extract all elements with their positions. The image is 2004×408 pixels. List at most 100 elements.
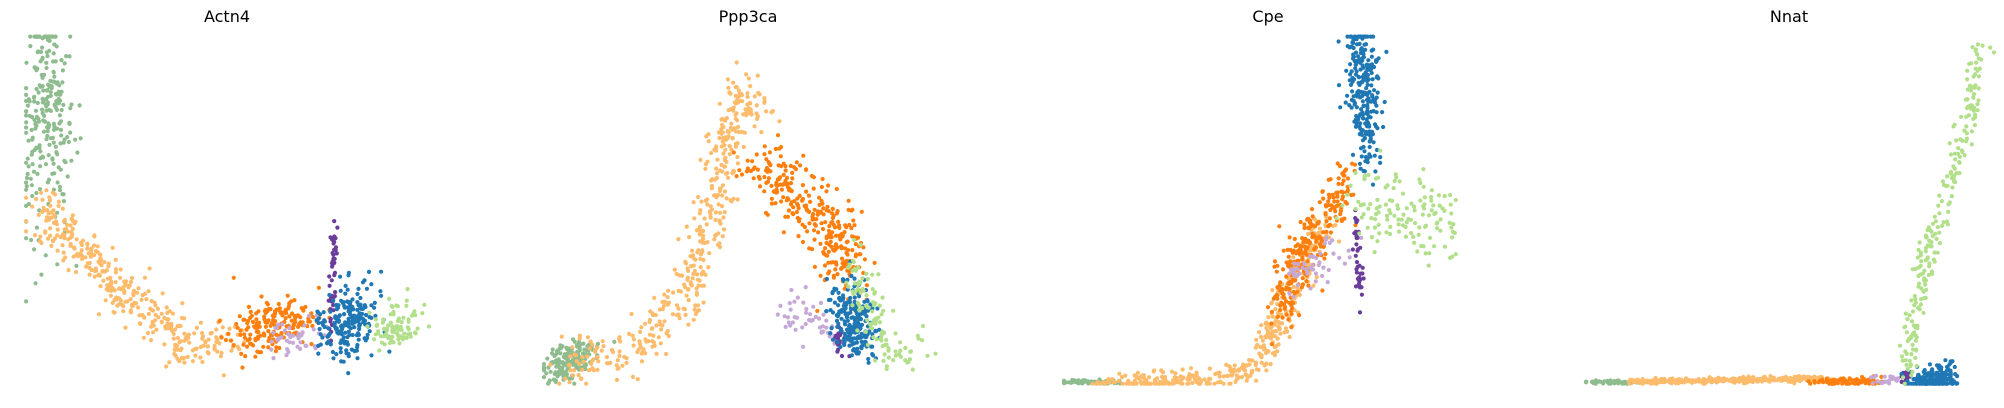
point-ppp3ca-orange: [820, 201, 825, 206]
point-actn4-blue: [318, 332, 323, 337]
point-ppp3ca-orange: [779, 144, 784, 150]
point-nnat-lightgreen: [1974, 60, 1979, 65]
point-cpe-lightorange: [1110, 377, 1115, 382]
point-ppp3ca-lightorange: [566, 362, 571, 368]
point-nnat-lightgreen: [1949, 194, 1954, 199]
point-ppp3ca-lightgreen: [893, 349, 898, 354]
point-ppp3ca-orange: [804, 207, 809, 212]
point-cpe-lightgreen: [1403, 234, 1409, 239]
point-actn4-lightorange: [140, 293, 145, 298]
point-actn4-lightorange: [98, 284, 103, 289]
point-ppp3ca-lightorange: [705, 202, 710, 207]
point-actn4-blue: [356, 286, 361, 291]
point-cpe-lightgreen: [1418, 180, 1423, 186]
point-cpe-lightorange: [1306, 231, 1311, 237]
point-actn4-orange: [240, 365, 245, 370]
point-ppp3ca-lightorange: [696, 194, 701, 200]
point-cpe-lightgreen: [1376, 222, 1381, 227]
point-ppp3ca-lightorange: [686, 287, 691, 292]
point-cpe-lightgreen: [1375, 197, 1380, 202]
point-nnat-blue: [1932, 377, 1937, 382]
point-actn4-green: [30, 193, 35, 199]
point-actn4-lightorange: [128, 297, 133, 302]
point-cpe-blue: [1353, 50, 1359, 55]
point-ppp3ca-lightgreen: [919, 338, 925, 343]
point-nnat-blue: [1930, 369, 1935, 374]
point-ppp3ca-blue: [850, 342, 855, 347]
point-ppp3ca-lightorange: [759, 130, 764, 135]
point-nnat-lightorange: [1698, 378, 1704, 384]
point-nnat-lightgreen: [1901, 375, 1906, 380]
point-actn4-blue: [346, 319, 351, 324]
point-cpe-lightgreen: [1450, 235, 1455, 240]
point-actn4-orange: [287, 314, 292, 319]
point-cpe-lightgreen: [1353, 170, 1358, 175]
point-cpe-lightorange: [1213, 371, 1218, 377]
point-actn4-lightorange: [112, 310, 117, 315]
point-ppp3ca-green: [558, 343, 563, 348]
point-nnat-lightgreen: [1930, 221, 1935, 226]
point-ppp3ca-lightorange: [698, 252, 704, 257]
point-ppp3ca-orange: [800, 239, 806, 245]
point-actn4-lightorange: [153, 312, 158, 318]
point-nnat-blue: [1941, 381, 1946, 386]
point-actn4-green: [47, 38, 52, 44]
point-ppp3ca-orange: [798, 163, 803, 168]
point-cpe-lightgreen: [1376, 210, 1381, 215]
point-actn4-blue: [365, 332, 370, 337]
point-actn4-green: [25, 156, 30, 161]
point-nnat-lightgreen: [1905, 317, 1910, 322]
point-cpe-lightgreen: [1421, 244, 1426, 249]
point-actn4-lightorange: [64, 222, 70, 227]
point-ppp3ca-lightorange: [568, 354, 573, 359]
point-actn4-green: [28, 44, 33, 49]
point-ppp3ca-lightorange: [690, 276, 695, 281]
point-nnat-lightorange: [1750, 379, 1755, 385]
point-actn4-blue: [328, 342, 333, 347]
point-nnat-blue: [1916, 373, 1921, 378]
point-cpe-orange: [1297, 251, 1302, 256]
point-ppp3ca-lightorange: [687, 235, 692, 240]
point-cpe-purple: [1354, 242, 1359, 247]
point-actn4-orange: [278, 311, 284, 316]
point-actn4-lightorange: [183, 335, 188, 340]
point-cpe-lightgreen: [1415, 249, 1420, 254]
point-actn4-lilac: [276, 322, 281, 327]
point-actn4-green: [60, 80, 65, 85]
point-ppp3ca-lightgreen: [880, 295, 885, 300]
point-actn4-lightgreen: [399, 320, 404, 325]
point-cpe-lightgreen: [1409, 231, 1414, 236]
point-cpe-blue: [1348, 62, 1353, 67]
point-cpe-orange: [1327, 195, 1332, 200]
point-actn4-green: [36, 90, 41, 95]
point-nnat-lightgreen: [1910, 347, 1916, 352]
point-ppp3ca-green: [546, 381, 551, 386]
point-actn4-blue: [341, 359, 346, 364]
point-cpe-lightorange: [1139, 381, 1144, 386]
point-actn4-lightorange: [171, 336, 176, 341]
point-cpe-lightgreen: [1420, 212, 1425, 217]
point-actn4-orange: [237, 314, 242, 319]
point-cpe-orange: [1319, 239, 1325, 244]
point-cpe-lightorange: [1151, 369, 1156, 374]
point-ppp3ca-lightorange: [651, 333, 656, 338]
point-cpe-lightgreen: [1442, 244, 1447, 249]
point-nnat-blue: [1943, 358, 1948, 363]
point-ppp3ca-lightorange: [585, 335, 591, 340]
point-ppp3ca-blue: [849, 315, 854, 320]
point-ppp3ca-lightgreen: [863, 329, 868, 334]
point-nnat-lightgreen: [1907, 313, 1912, 318]
point-cpe-orange: [1327, 216, 1332, 221]
point-actn4-lightorange: [60, 206, 65, 211]
point-ppp3ca-lightorange: [762, 96, 767, 101]
point-cpe-lightorange: [1314, 275, 1319, 280]
point-actn4-green: [35, 171, 40, 176]
point-ppp3ca-blue: [848, 295, 853, 301]
point-cpe-lightgreen: [1384, 213, 1390, 218]
point-actn4-blue: [326, 326, 331, 331]
point-ppp3ca-orange: [781, 230, 787, 235]
point-ppp3ca-lightorange: [610, 349, 616, 355]
point-cpe-lightorange: [1224, 373, 1230, 378]
point-cpe-blue: [1374, 110, 1379, 115]
point-actn4-blue: [346, 354, 351, 359]
